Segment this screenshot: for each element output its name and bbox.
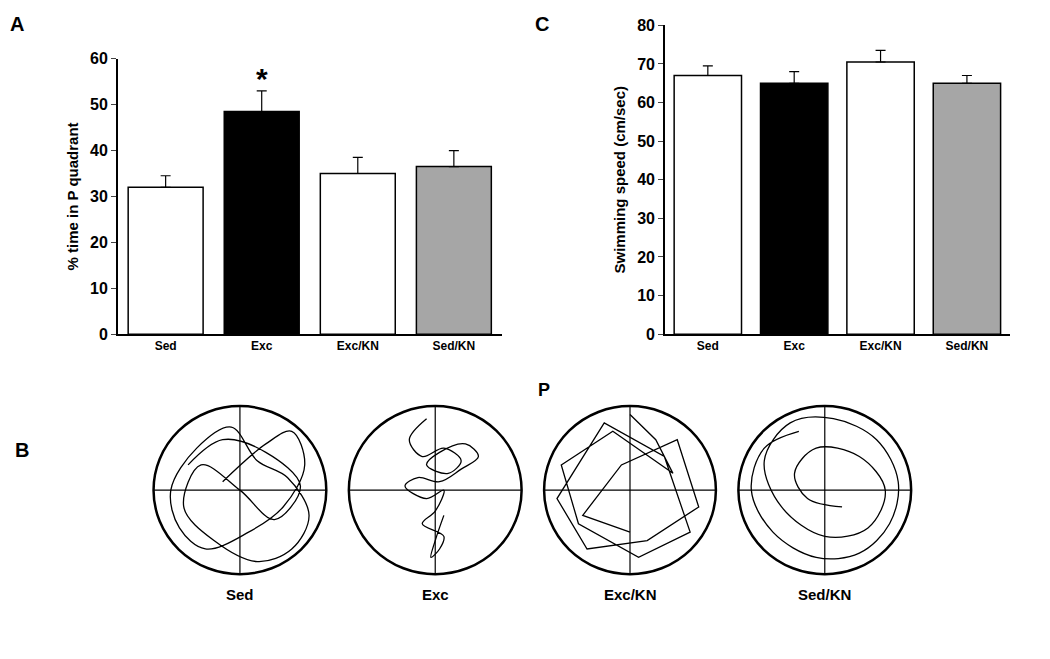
- svg-text:Sed/KN: Sed/KN: [433, 339, 476, 353]
- svg-text:Exc/KN: Exc/KN: [860, 339, 902, 353]
- svg-text:20: 20: [637, 249, 655, 266]
- svg-text:Swimming speed (cm/sec): Swimming speed (cm/sec): [611, 86, 628, 274]
- svg-text:60: 60: [90, 50, 108, 67]
- svg-text:Exc: Exc: [784, 339, 806, 353]
- svg-text:0: 0: [646, 326, 655, 343]
- svg-text:*: *: [256, 62, 268, 95]
- svg-text:Sed: Sed: [226, 586, 254, 603]
- svg-text:50: 50: [637, 133, 655, 150]
- svg-text:30: 30: [90, 188, 108, 205]
- svg-text:30: 30: [637, 210, 655, 227]
- svg-text:20: 20: [90, 234, 108, 251]
- svg-text:Sed/KN: Sed/KN: [798, 586, 851, 603]
- svg-text:B: B: [15, 439, 29, 461]
- svg-text:P: P: [538, 380, 550, 400]
- svg-text:70: 70: [637, 56, 655, 73]
- svg-text:Exc: Exc: [422, 586, 449, 603]
- svg-text:% time in P quadrant: % time in P quadrant: [64, 122, 81, 270]
- svg-text:A: A: [10, 13, 24, 35]
- svg-text:C: C: [535, 13, 549, 35]
- svg-text:Sed: Sed: [697, 339, 719, 353]
- svg-text:Sed/KN: Sed/KN: [946, 339, 989, 353]
- svg-text:10: 10: [637, 287, 655, 304]
- svg-text:60: 60: [637, 94, 655, 111]
- svg-text:Exc/KN: Exc/KN: [337, 339, 379, 353]
- svg-text:40: 40: [90, 142, 108, 159]
- svg-text:0: 0: [99, 326, 108, 343]
- svg-text:Sed: Sed: [155, 339, 177, 353]
- svg-text:10: 10: [90, 280, 108, 297]
- svg-text:Exc: Exc: [251, 339, 273, 353]
- svg-text:40: 40: [637, 171, 655, 188]
- svg-text:50: 50: [90, 96, 108, 113]
- svg-text:Exc/KN: Exc/KN: [604, 586, 657, 603]
- svg-text:80: 80: [637, 17, 655, 34]
